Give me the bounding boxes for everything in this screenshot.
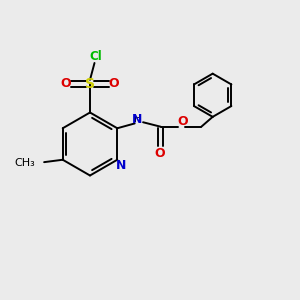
- Text: N: N: [132, 113, 142, 126]
- Text: CH₃: CH₃: [14, 158, 35, 168]
- Text: O: O: [155, 147, 166, 160]
- Text: O: O: [177, 115, 188, 128]
- Text: O: O: [61, 77, 71, 90]
- Text: S: S: [85, 77, 95, 91]
- Text: O: O: [109, 77, 119, 90]
- Text: Cl: Cl: [90, 50, 102, 63]
- Text: H: H: [134, 114, 142, 124]
- Text: N: N: [116, 159, 126, 172]
